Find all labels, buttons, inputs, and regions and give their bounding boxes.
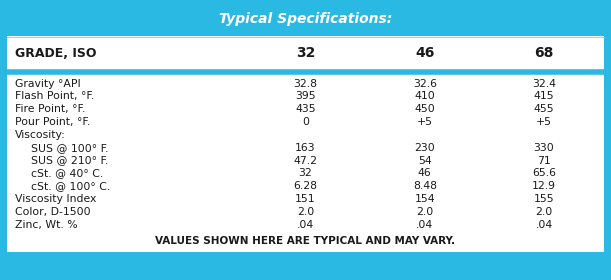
Text: 2.0: 2.0: [416, 207, 433, 217]
Text: .04: .04: [297, 220, 314, 230]
Text: Color, D-1500: Color, D-1500: [15, 207, 90, 217]
Text: 71: 71: [537, 156, 551, 165]
Text: Fire Point, °F.: Fire Point, °F.: [15, 104, 85, 114]
Text: 32.4: 32.4: [532, 79, 556, 89]
Text: 151: 151: [295, 194, 316, 204]
Text: Flash Point, °F.: Flash Point, °F.: [15, 92, 94, 101]
Text: Zinc, Wt. %: Zinc, Wt. %: [15, 220, 77, 230]
Text: 163: 163: [295, 143, 316, 153]
Text: +5: +5: [536, 117, 552, 127]
Text: 2.0: 2.0: [297, 207, 314, 217]
Text: 12.9: 12.9: [532, 181, 556, 191]
Text: cSt. @ 40° C.: cSt. @ 40° C.: [31, 168, 103, 178]
Text: 32.8: 32.8: [293, 79, 318, 89]
Text: 8.48: 8.48: [413, 181, 437, 191]
Text: 0: 0: [302, 117, 309, 127]
Text: 68: 68: [535, 46, 554, 60]
Text: 2.0: 2.0: [535, 207, 553, 217]
Text: 435: 435: [295, 104, 316, 114]
Text: 450: 450: [414, 104, 435, 114]
Text: 155: 155: [534, 194, 554, 204]
Text: 32: 32: [299, 168, 312, 178]
Text: Viscosity Index: Viscosity Index: [15, 194, 96, 204]
Text: 230: 230: [414, 143, 435, 153]
Text: 54: 54: [418, 156, 431, 165]
Text: 32: 32: [296, 46, 315, 60]
FancyBboxPatch shape: [7, 36, 604, 252]
Text: 6.28: 6.28: [293, 181, 318, 191]
Text: .04: .04: [535, 220, 553, 230]
FancyBboxPatch shape: [7, 1, 604, 36]
Text: 415: 415: [534, 92, 554, 101]
Text: 46: 46: [418, 168, 431, 178]
Text: 330: 330: [533, 143, 554, 153]
Text: .04: .04: [416, 220, 433, 230]
Text: 410: 410: [414, 92, 435, 101]
Text: 154: 154: [414, 194, 435, 204]
Text: 32.6: 32.6: [413, 79, 437, 89]
Text: 395: 395: [295, 92, 316, 101]
Text: VALUES SHOWN HERE ARE TYPICAL AND MAY VARY.: VALUES SHOWN HERE ARE TYPICAL AND MAY VA…: [155, 236, 456, 246]
Text: cSt. @ 100° C.: cSt. @ 100° C.: [31, 181, 110, 191]
Text: SUS @ 210° F.: SUS @ 210° F.: [31, 156, 108, 165]
Text: 47.2: 47.2: [293, 156, 318, 165]
Text: Gravity °API: Gravity °API: [15, 79, 81, 89]
Text: 46: 46: [415, 46, 434, 60]
Text: Pour Point, °F.: Pour Point, °F.: [15, 117, 90, 127]
Text: 65.6: 65.6: [532, 168, 556, 178]
Text: Typical Specifications:: Typical Specifications:: [219, 12, 392, 26]
Text: 455: 455: [534, 104, 554, 114]
Text: Viscosity:: Viscosity:: [15, 130, 65, 140]
Text: +5: +5: [417, 117, 433, 127]
Text: GRADE, ISO: GRADE, ISO: [15, 47, 96, 60]
Text: SUS @ 100° F.: SUS @ 100° F.: [31, 143, 108, 153]
